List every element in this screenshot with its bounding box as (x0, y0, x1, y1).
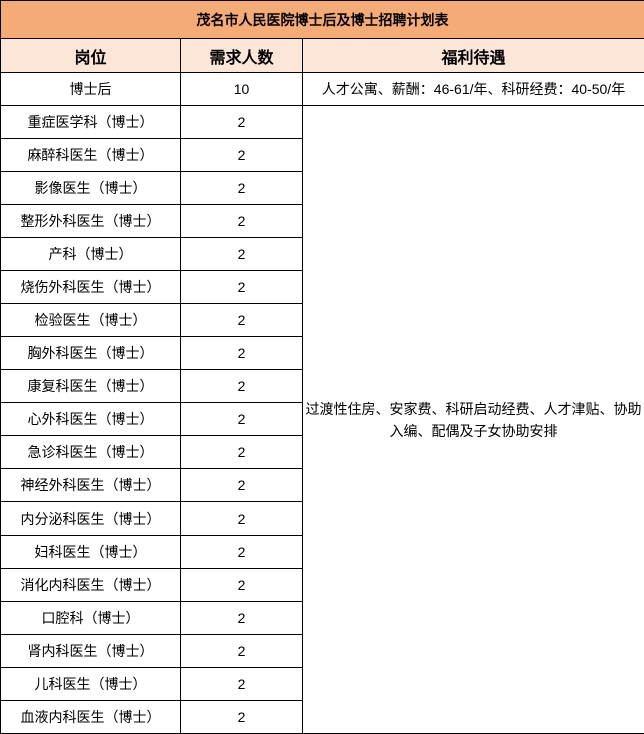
cell-position: 重症医学科（博士） (0, 105, 181, 140)
table-row: 麻醉科医生（博士） 2 (0, 138, 644, 173)
cell-position: 胸外科医生（博士） (0, 336, 181, 371)
column-header-position: 岗位 (0, 38, 181, 74)
cell-position: 康复科医生（博士） (0, 369, 181, 404)
cell-position: 影像医生（博士） (0, 171, 181, 206)
cell-count: 2 (180, 237, 303, 272)
cell-count: 2 (180, 435, 303, 470)
cell-position: 消化内科医生（博士） (0, 567, 181, 602)
cell-count: 2 (180, 699, 303, 734)
table-row: 神经外科医生（博士） 2 (0, 468, 644, 503)
cell-position: 检验医生（博士） (0, 303, 181, 338)
cell-count: 2 (180, 633, 303, 668)
table-row: 心外科医生（博士） 2 (0, 402, 644, 437)
cell-count: 2 (180, 303, 303, 338)
cell-position: 整形外科医生（博士） (0, 204, 181, 239)
table-row: 肾内科医生（博士） 2 (0, 633, 644, 668)
cell-count: 2 (180, 270, 303, 305)
table-row: 消化内科医生（博士） 2 (0, 567, 644, 602)
cell-position: 麻醉科医生（博士） (0, 138, 181, 173)
cell-merged-benefits: 过渡性住房、安家费、科研启动经费、人才津贴、协助入编、配偶及子女协助安排 (301, 105, 644, 734)
cell-count: 2 (180, 534, 303, 569)
table-row: 内分泌科医生（博士） 2 (0, 501, 644, 536)
table-row: 急诊科医生（博士） 2 (0, 435, 644, 470)
cell-count: 2 (180, 336, 303, 371)
cell-count: 2 (180, 501, 303, 536)
cell-position: 内分泌科医生（博士） (0, 501, 181, 536)
table-row: 烧伤外科医生（博士） 2 (0, 270, 644, 305)
cell-count: 2 (180, 567, 303, 602)
cell-position: 口腔科（博士） (0, 600, 181, 635)
cell-count: 2 (180, 138, 303, 173)
cell-position: 产科（博士） (0, 237, 181, 272)
cell-position: 神经外科医生（博士） (0, 468, 181, 503)
cell-position: 肾内科医生（博士） (0, 633, 181, 668)
cell-count: 10 (180, 72, 303, 107)
cell-count: 2 (180, 402, 303, 437)
cell-position: 血液内科医生（博士） (0, 699, 181, 734)
table-row-postdoc: 博士后 10 人才公寓、薪酬：46-61/年、科研经费：40-50/年 (0, 72, 644, 107)
cell-position: 儿科医生（博士） (0, 666, 181, 701)
table-row: 血液内科医生（博士） 2 (0, 699, 644, 734)
cell-count: 2 (180, 600, 303, 635)
cell-position: 博士后 (0, 72, 181, 107)
cell-count: 2 (180, 171, 303, 206)
column-header-count: 需求人数 (180, 38, 303, 74)
table-row: 胸外科医生（博士） 2 (0, 336, 644, 371)
column-header-benefits: 福利待遇 (301, 38, 644, 74)
cell-position: 心外科医生（博士） (0, 402, 181, 437)
table-title: 茂名市人民医院博士后及博士招聘计划表 (0, 0, 644, 40)
cell-count: 2 (180, 204, 303, 239)
cell-count: 2 (180, 369, 303, 404)
cell-position: 急诊科医生（博士） (0, 435, 181, 470)
table-row: 妇科医生（博士） 2 (0, 534, 644, 569)
cell-count: 2 (180, 105, 303, 140)
table-row: 口腔科（博士） 2 (0, 600, 644, 635)
cell-count: 2 (180, 666, 303, 701)
table-row: 康复科医生（博士） 2 (0, 369, 644, 404)
title-row: 茂名市人民医院博士后及博士招聘计划表 (0, 0, 644, 40)
cell-benefits: 人才公寓、薪酬：46-61/年、科研经费：40-50/年 (301, 72, 644, 107)
cell-position: 妇科医生（博士） (0, 534, 181, 569)
header-row: 岗位 需求人数 福利待遇 (0, 38, 644, 74)
cell-position: 烧伤外科医生（博士） (0, 270, 181, 305)
table-row: 重症医学科（博士） 2 过渡性住房、安家费、科研启动经费、人才津贴、协助入编、配… (0, 105, 644, 734)
cell-count: 2 (180, 468, 303, 503)
table-row: 整形外科医生（博士） 2 (0, 204, 644, 239)
